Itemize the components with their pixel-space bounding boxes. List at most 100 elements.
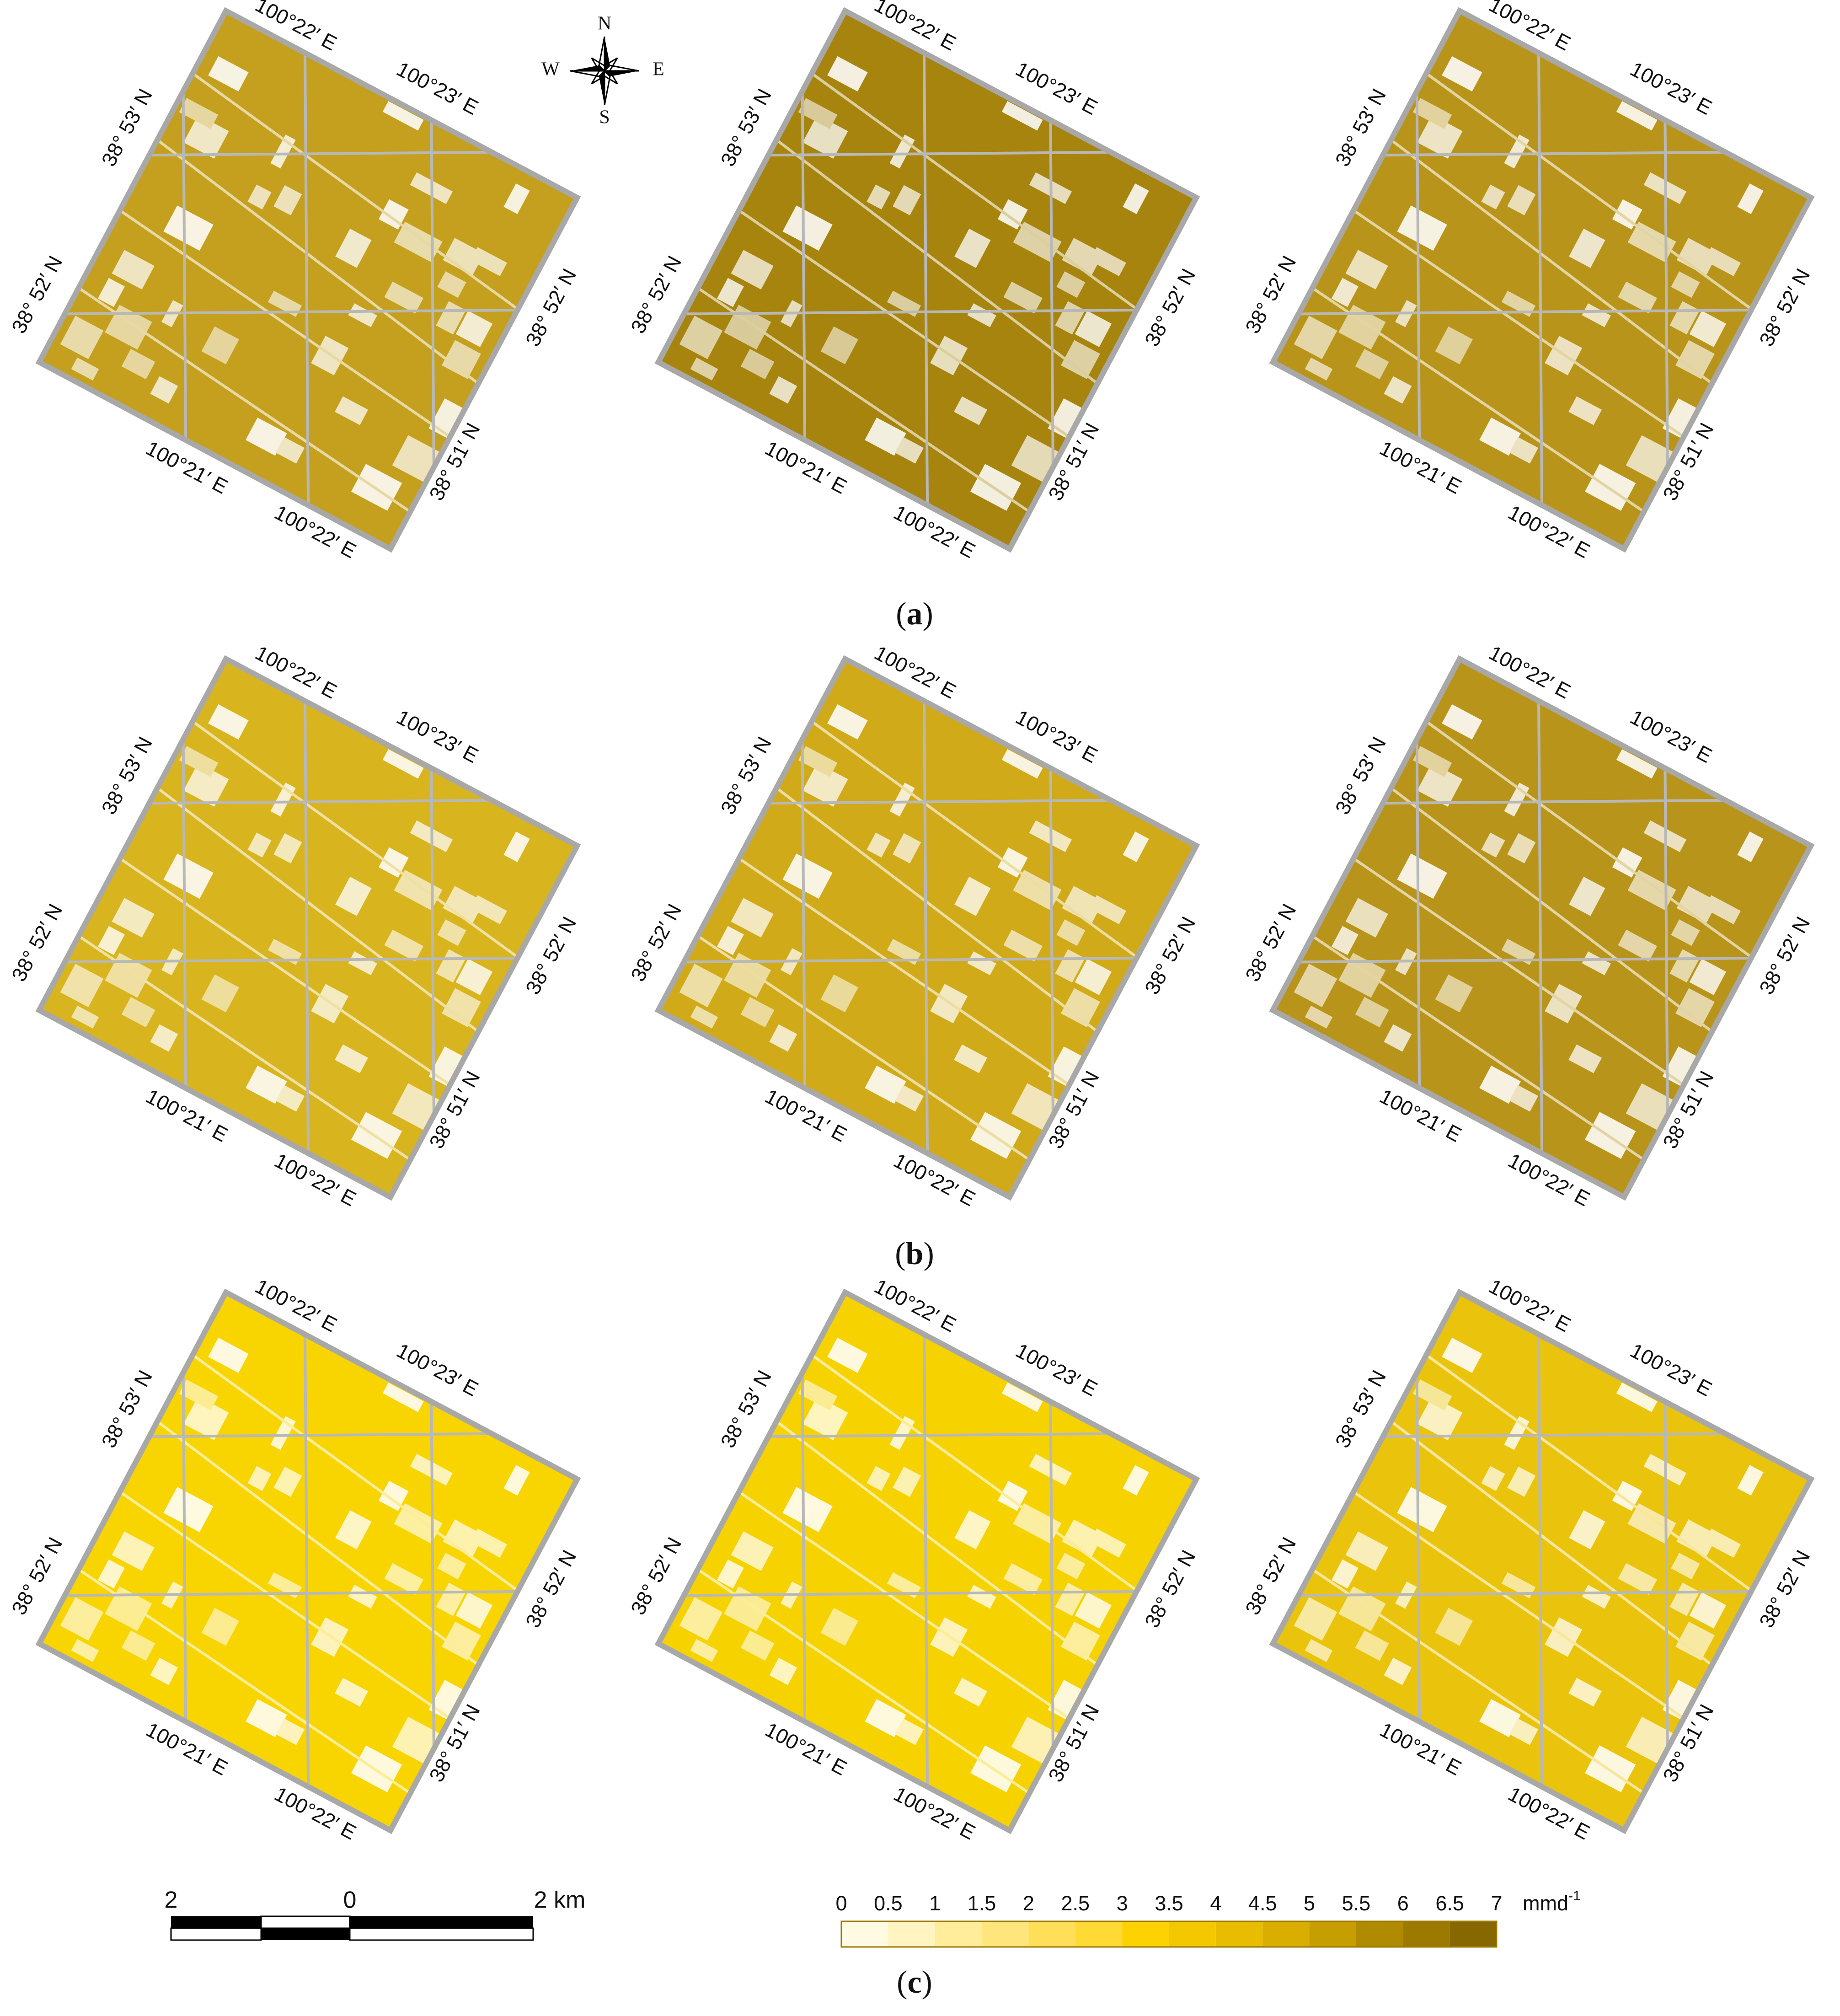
field-patch <box>208 1337 249 1373</box>
field-patch <box>827 1337 868 1373</box>
field-patch <box>1509 437 1539 464</box>
field-patch <box>121 1630 155 1661</box>
road <box>186 716 524 963</box>
field-patch <box>1569 1510 1605 1550</box>
field-patch <box>1501 938 1536 965</box>
land-patches <box>1294 704 1764 1165</box>
field-patch <box>1061 1621 1100 1661</box>
road <box>1347 205 1690 442</box>
field-patch <box>1676 1519 1718 1557</box>
field-patch <box>443 1519 484 1557</box>
field-patch <box>1061 340 1100 379</box>
unit-exponent: -1 <box>1568 1888 1581 1903</box>
field-patch <box>1582 951 1611 976</box>
field-patch <box>1737 831 1764 863</box>
compass-rose: N S E W <box>541 13 664 128</box>
field-patch <box>740 997 775 1028</box>
field-patch <box>1338 953 1386 998</box>
road <box>805 68 1144 315</box>
field-patch <box>273 1466 302 1497</box>
field-patch <box>997 199 1028 230</box>
field-patch <box>802 1396 848 1441</box>
field-patch <box>1481 832 1505 858</box>
field-patch <box>865 1699 906 1737</box>
map-frame <box>35 7 581 553</box>
road <box>113 205 457 442</box>
field-patch <box>1013 1503 1062 1544</box>
field-patch <box>335 229 372 268</box>
caption-part: b <box>906 1236 924 1271</box>
field-patch <box>1384 376 1412 404</box>
field-patch <box>820 1608 858 1646</box>
field-patch <box>1569 229 1605 268</box>
legend-swatch <box>1262 1921 1310 1947</box>
road <box>770 1416 1104 1671</box>
field-patch <box>724 953 771 998</box>
map-panel <box>658 1292 1197 1831</box>
field-patch <box>335 1678 369 1707</box>
field-patch <box>1509 1085 1539 1112</box>
field-patch <box>1397 853 1447 899</box>
field-patch <box>163 205 214 251</box>
field-patch <box>1089 1528 1126 1558</box>
field-patch <box>1294 964 1337 1008</box>
legend-swatch <box>1169 1921 1216 1947</box>
field-patch <box>384 1563 424 1595</box>
field-patch <box>1123 831 1149 863</box>
field-patch <box>954 229 991 268</box>
field-patch <box>1675 340 1715 379</box>
field-patch <box>1345 250 1388 290</box>
field-patch <box>717 278 744 307</box>
field-patch <box>1435 1608 1473 1646</box>
field-patch <box>717 1559 744 1589</box>
map-panel <box>658 11 1197 549</box>
field-patch <box>247 184 272 210</box>
caption-part: ) <box>923 596 933 632</box>
field-patch <box>276 437 305 464</box>
graticule-line <box>303 11 310 549</box>
field-patch <box>967 951 996 976</box>
legend-tick-label: 2 <box>1023 1892 1034 1915</box>
field-patch <box>1616 749 1658 779</box>
field-patch <box>1507 1466 1536 1497</box>
field-patch <box>183 1396 229 1441</box>
field-patch <box>1384 1024 1412 1052</box>
field-patch <box>1582 303 1611 327</box>
land-patches <box>1294 56 1764 517</box>
road <box>691 283 1036 517</box>
legend-swatch <box>1309 1921 1356 1947</box>
field-patch <box>437 1553 466 1580</box>
land-patches <box>679 1337 1149 1798</box>
field-patch <box>1507 185 1536 215</box>
field-patch <box>690 357 718 381</box>
field-patch <box>273 833 302 863</box>
caption-part: ) <box>922 1965 932 2000</box>
field-patch <box>183 115 229 159</box>
field-patch <box>246 1066 287 1104</box>
land-patches <box>60 56 530 517</box>
field-patch <box>1305 1005 1333 1029</box>
field-patch <box>1013 869 1062 911</box>
field-patch <box>276 1718 305 1745</box>
field-patch <box>1075 1592 1112 1629</box>
field-patch <box>1704 895 1741 924</box>
graticule-line <box>922 11 930 549</box>
field-patch <box>247 1466 272 1491</box>
field-patch <box>163 1487 214 1533</box>
field-patch <box>163 853 214 899</box>
field-patch <box>1442 1337 1482 1373</box>
field-patch <box>798 1379 838 1411</box>
field-patch <box>690 1005 718 1029</box>
field-patch <box>1737 1465 1764 1496</box>
field-patch <box>1507 833 1536 863</box>
compass-south: S <box>599 107 610 128</box>
field-patch <box>1481 184 1505 210</box>
road <box>151 783 485 1037</box>
map-frame <box>1269 1288 1815 1834</box>
field-patch <box>1616 101 1658 131</box>
map-frame <box>35 1288 581 1834</box>
map-panel <box>39 659 578 1197</box>
field-patch <box>276 1085 305 1112</box>
field-patch <box>1501 290 1536 317</box>
panel-caption: (c) <box>897 1965 932 2000</box>
